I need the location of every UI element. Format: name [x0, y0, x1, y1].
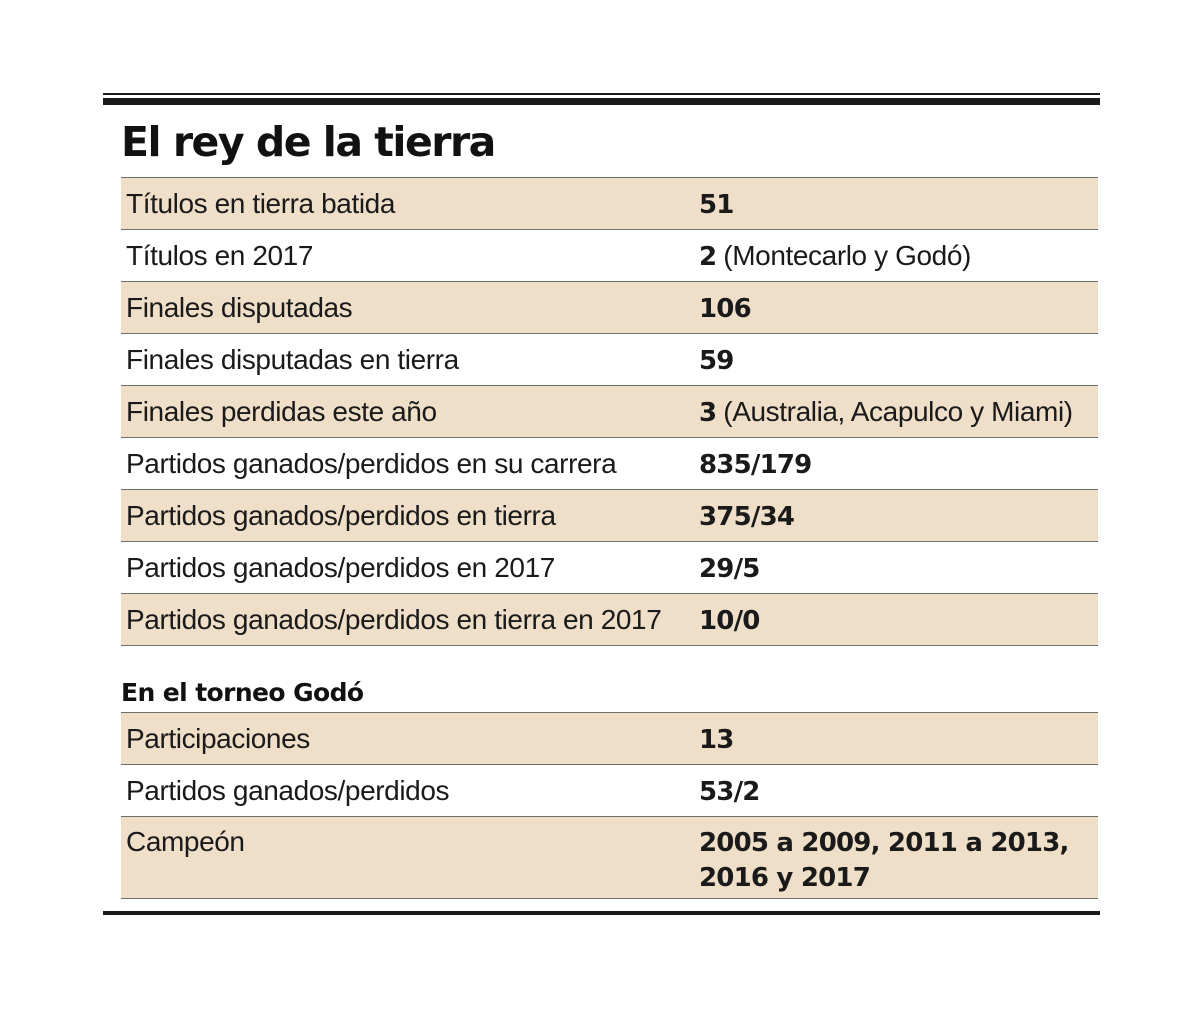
godo-stats-table: Participaciones 13 Partidos ganados/perd… [121, 712, 1098, 899]
row-value-number: 29/5 [699, 553, 760, 584]
row-label: Partidos ganados/perdidos en su carrera [126, 447, 617, 479]
row-value-line: 2005 a 2009, 2011 a 2013, [699, 828, 1069, 858]
table-row: Partidos ganados/perdidos en 2017 29/5 [121, 542, 1098, 594]
row-value: 51 [694, 188, 1098, 220]
table-row: Finales perdidas este año 3 (Australia, A… [121, 386, 1098, 438]
row-label: Títulos en tierra batida [126, 187, 395, 219]
row-value-number: 51 [699, 189, 734, 220]
table-row: Finales disputadas en tierra 59 [121, 334, 1098, 386]
table-row: Partidos ganados/perdidos en tierra 375/… [121, 490, 1098, 542]
bottom-rule [103, 911, 1100, 915]
row-value: 375/34 [694, 500, 1098, 532]
row-label: Participaciones [126, 722, 310, 754]
row-label: Títulos en 2017 [126, 239, 314, 271]
row-label: Campeón [126, 826, 245, 857]
table-row: Participaciones 13 [121, 713, 1098, 765]
top-rule-thin [103, 93, 1100, 95]
row-label: Partidos ganados/perdidos [126, 774, 450, 806]
row-value-number: 2 [699, 241, 717, 272]
table-row: Partidos ganados/perdidos en tierra en 2… [121, 594, 1098, 646]
table-row: Campeón 2005 a 2009, 2011 a 2013, 2016 y… [121, 817, 1098, 899]
row-value-number: 375/34 [699, 501, 795, 532]
row-value-number: 59 [699, 345, 734, 376]
table-row: Títulos en tierra batida 51 [121, 178, 1098, 230]
row-label: Finales perdidas este año [126, 395, 437, 427]
row-label: Partidos ganados/perdidos en 2017 [126, 551, 555, 583]
row-value: 13 [694, 723, 1098, 755]
row-value: 29/5 [694, 552, 1098, 584]
section-title: En el torneo Godó [121, 678, 364, 707]
row-value: 59 [694, 344, 1098, 376]
row-value-note: (Australia, Acapulco y Miami) [723, 395, 1073, 427]
page-title: El rey de la tierra [121, 118, 496, 166]
row-value: 835/179 [694, 448, 1098, 480]
row-value-number: 53/2 [699, 776, 760, 807]
row-label: Finales disputadas [126, 291, 353, 323]
row-value: 2005 a 2009, 2011 a 2013, 2016 y 2017 [694, 817, 1098, 896]
row-value-number: 3 [699, 397, 717, 428]
row-value-number: 106 [699, 293, 752, 324]
row-value: 10/0 [694, 604, 1098, 636]
row-label: Partidos ganados/perdidos en tierra en 2… [126, 603, 662, 635]
row-value-number: 13 [699, 724, 734, 755]
row-value: 106 [694, 292, 1098, 324]
row-value: 2 (Montecarlo y Godó) [694, 240, 1098, 272]
top-rule-thick [103, 98, 1100, 105]
row-label: Finales disputadas en tierra [126, 343, 459, 375]
row-value-number: 835/179 [699, 449, 812, 480]
row-value-line: 2016 y 2017 [699, 863, 871, 893]
row-value: 53/2 [694, 775, 1098, 807]
table-row: Partidos ganados/perdidos en su carrera … [121, 438, 1098, 490]
row-value-note: (Montecarlo y Godó) [723, 239, 971, 271]
row-value-number: 10/0 [699, 605, 760, 636]
career-stats-table: Títulos en tierra batida 51 Títulos en 2… [121, 177, 1098, 646]
table-row: Finales disputadas 106 [121, 282, 1098, 334]
table-row: Partidos ganados/perdidos 53/2 [121, 765, 1098, 817]
row-label: Partidos ganados/perdidos en tierra [126, 499, 556, 531]
row-value: 3 (Australia, Acapulco y Miami) [694, 396, 1098, 428]
table-row: Títulos en 2017 2 (Montecarlo y Godó) [121, 230, 1098, 282]
